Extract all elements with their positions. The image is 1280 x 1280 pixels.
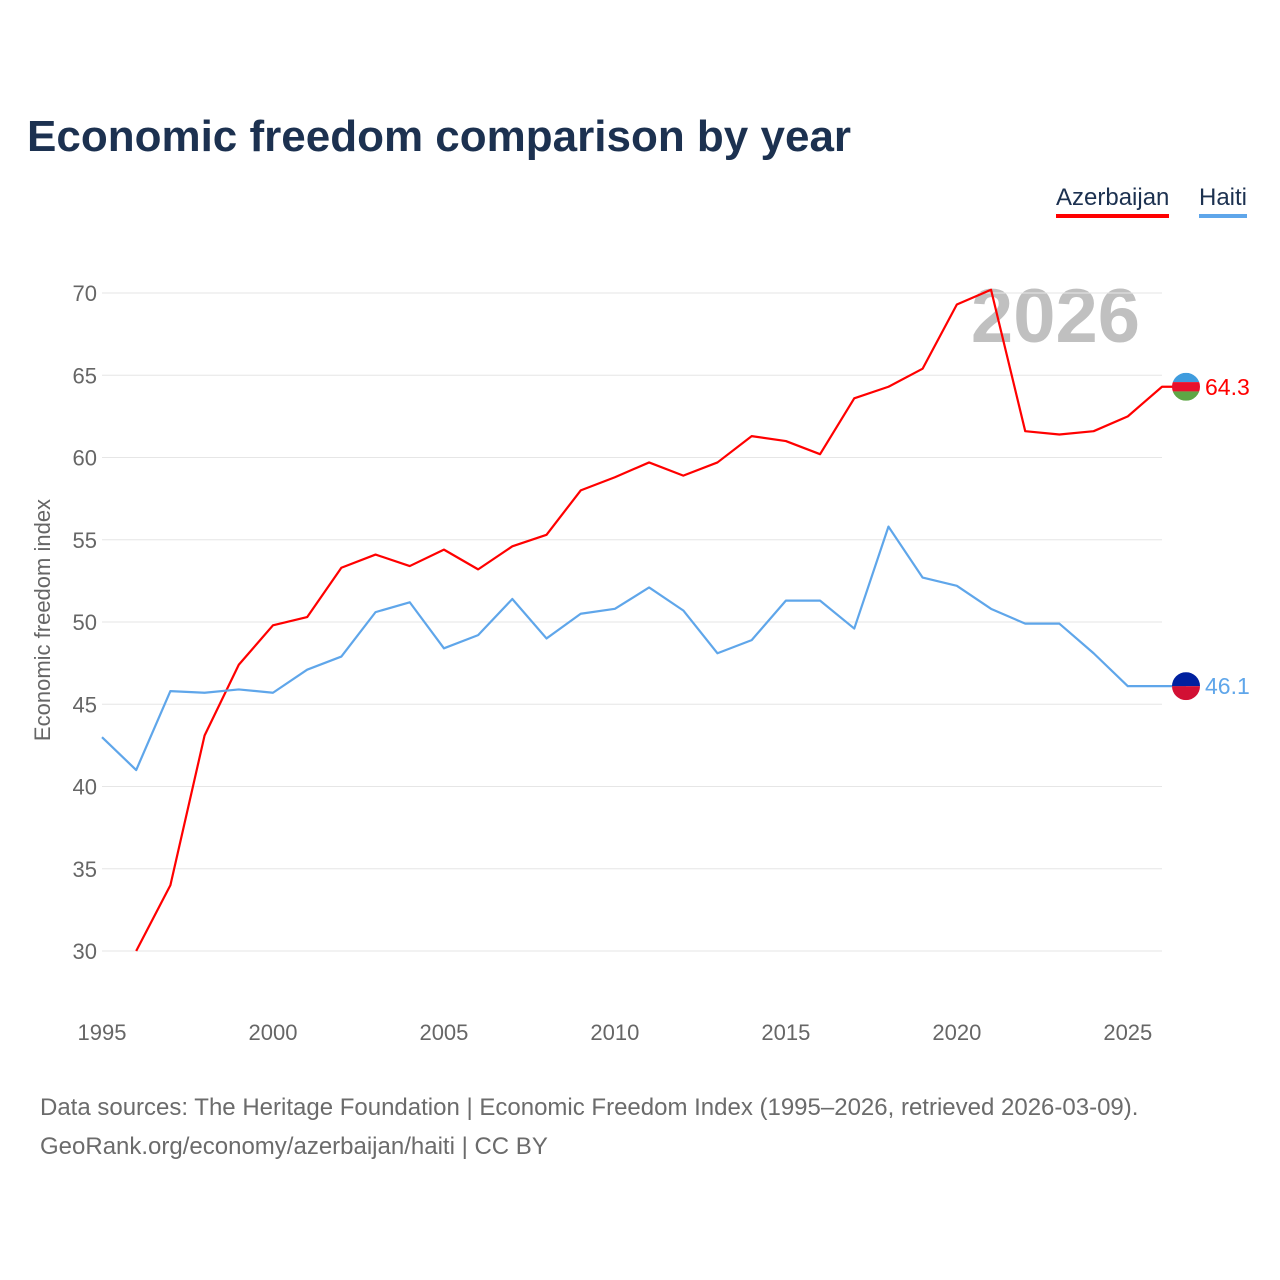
y-tick-label: 65 bbox=[73, 363, 97, 388]
y-tick-label: 55 bbox=[73, 528, 97, 553]
x-tick-label: 2020 bbox=[932, 1020, 981, 1045]
source-note: Data sources: The Heritage Foundation | … bbox=[40, 1088, 1138, 1166]
x-tick-label: 2025 bbox=[1103, 1020, 1152, 1045]
y-tick-label: 40 bbox=[73, 775, 97, 800]
x-tick-label: 1995 bbox=[78, 1020, 127, 1045]
legend-azerbaijan[interactable]: Azerbaijan bbox=[1056, 184, 1170, 218]
source-line-2[interactable]: GeoRank.org/economy/azerbaijan/haiti | C… bbox=[40, 1133, 548, 1160]
y-tick-label: 35 bbox=[73, 857, 97, 882]
chart-title: Economic freedom comparison by year bbox=[27, 112, 852, 161]
flag-stripe bbox=[1172, 372, 1200, 383]
end-value-label: 64.3 bbox=[1205, 374, 1250, 400]
y-tick-label: 30 bbox=[73, 939, 97, 964]
end-value-label: 46.1 bbox=[1205, 673, 1250, 699]
x-tick-label: 2000 bbox=[248, 1020, 297, 1045]
year-watermark: 2026 bbox=[971, 274, 1140, 359]
source-line-1: Data sources: The Heritage Foundation | … bbox=[40, 1094, 1139, 1121]
flag-stripe bbox=[1172, 391, 1200, 401]
y-tick-label: 50 bbox=[73, 610, 97, 635]
flag-stripe bbox=[1172, 382, 1200, 392]
x-tick-label: 2015 bbox=[761, 1020, 810, 1045]
y-axis-label: Economic freedom index bbox=[30, 499, 55, 741]
legend-haiti[interactable]: Haiti bbox=[1199, 184, 1248, 218]
flag-stripe bbox=[1172, 686, 1200, 701]
flag-stripe bbox=[1172, 672, 1200, 687]
x-tick-label: 2005 bbox=[419, 1020, 468, 1045]
series-line-haiti bbox=[101, 525, 1186, 772]
y-tick-label: 70 bbox=[73, 281, 97, 306]
y-tick-label: 45 bbox=[73, 692, 97, 717]
y-tick-label: 60 bbox=[73, 446, 97, 471]
series-line-azerbaijan bbox=[135, 288, 1186, 952]
x-tick-label: 2010 bbox=[590, 1020, 639, 1045]
